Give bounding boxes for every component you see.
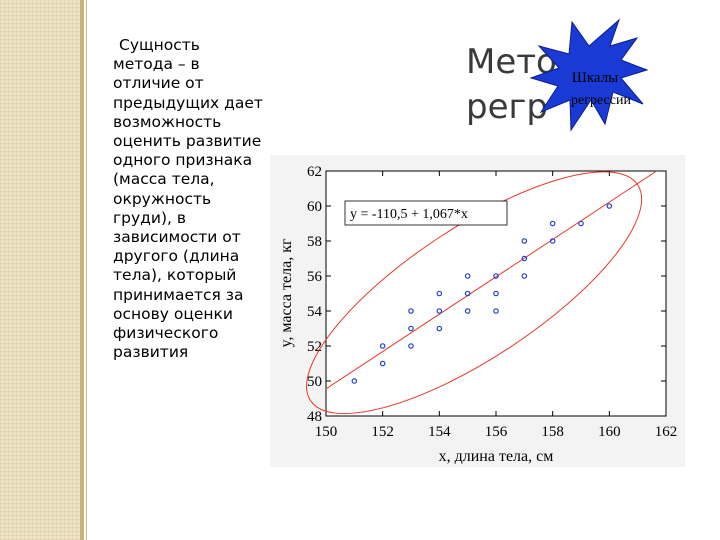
data-point (408, 343, 414, 349)
data-point (521, 238, 528, 244)
title-line-2: регр (466, 87, 548, 127)
burst-shape (529, 18, 649, 132)
callout-line-1: Шкалы (572, 70, 619, 86)
chart-svg: 150 152 154 156 158 160 162 48 50 52 54 56 58 60 62 y … (270, 155, 685, 467)
data-point (379, 343, 386, 349)
regression-line (325, 170, 657, 390)
data-point (408, 325, 414, 332)
x-tick-label: 160 (598, 424, 621, 440)
equation-box (344, 200, 508, 226)
data-point (436, 290, 443, 297)
x-tick-label: 152 (371, 424, 394, 440)
y-tick-label: 62 (307, 164, 322, 180)
y-tick-label: 48 (307, 409, 322, 425)
data-point (521, 273, 528, 279)
y-tick-label: 58 (307, 234, 322, 250)
callout-burst: Шкалы регрессии (525, 12, 650, 136)
data-point (549, 238, 556, 244)
data-point (549, 220, 556, 227)
side-divider (80, 0, 84, 540)
data-point (493, 290, 499, 297)
side-divider-thin (86, 0, 87, 540)
y-axis-label: y, масса тела, кг (278, 238, 295, 348)
callout-svg: Шкалы регрессии (529, 18, 649, 132)
callout-line-2: регрессии (571, 93, 631, 108)
confidence-ellipse (306, 171, 643, 415)
data-point (464, 290, 471, 297)
y-tick-label: 60 (307, 199, 322, 215)
y-tick-label: 54 (307, 304, 323, 320)
x-tick-label: 156 (485, 424, 508, 440)
regression-chart: 150 152 154 156 158 160 162 48 50 52 54 56 58 60 62 y … (270, 155, 685, 467)
x-axis-label: x, длина тела, см (439, 448, 554, 465)
x-tick-label: 150 (315, 424, 338, 440)
x-tick-label: 154 (428, 424, 451, 440)
equation-label: y = -110,5 + 1,067*x (350, 207, 468, 222)
x-tick-label: 162 (655, 424, 678, 440)
data-point (464, 308, 471, 314)
data-point (408, 308, 414, 314)
data-point (379, 360, 386, 367)
y-tick-label: 56 (307, 269, 323, 285)
data-point (464, 273, 471, 279)
data-point (521, 255, 528, 262)
y-tick-label: 50 (307, 374, 322, 390)
data-point (493, 308, 499, 314)
data-point (493, 273, 499, 279)
data-point (578, 220, 584, 227)
data-point (436, 308, 443, 314)
body-text: Сущность метода – в отличие от предыдущи… (113, 36, 263, 362)
data-point (351, 378, 358, 384)
y-tick-label: 52 (307, 339, 322, 355)
data-point (436, 325, 443, 332)
data-point (606, 203, 613, 209)
decorative-side-strip (0, 0, 80, 540)
x-tick-label: 158 (541, 424, 564, 440)
